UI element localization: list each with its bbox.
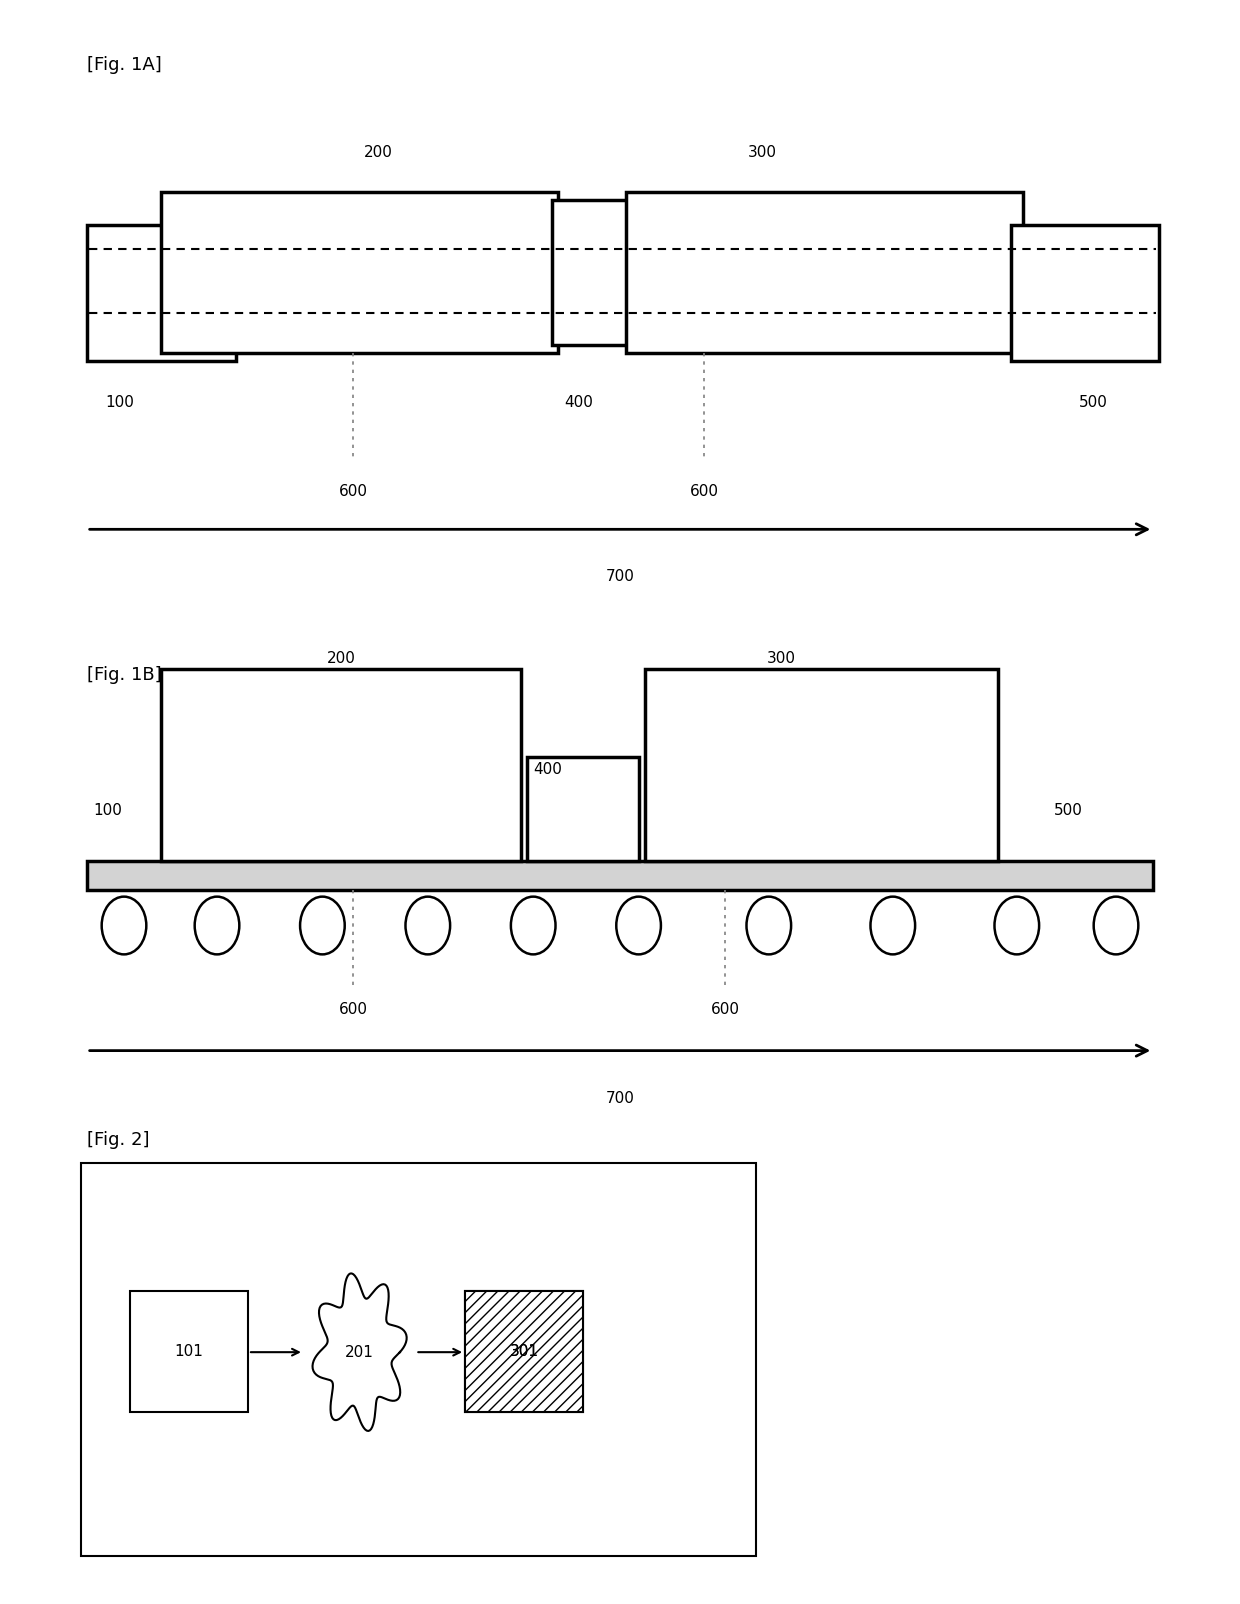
Text: [Fig. 2]: [Fig. 2]	[87, 1131, 149, 1148]
Text: 100: 100	[93, 804, 122, 818]
Text: 400: 400	[533, 762, 562, 778]
Text: 700: 700	[605, 1091, 635, 1105]
Bar	[527, 757, 639, 861]
Text: 301: 301	[510, 1344, 538, 1359]
Bar	[1011, 225, 1159, 361]
Bar	[465, 1291, 583, 1412]
Bar	[465, 1291, 583, 1412]
Bar	[87, 225, 236, 361]
Bar	[130, 1291, 248, 1412]
Text: 101: 101	[175, 1344, 203, 1359]
Text: 600: 600	[711, 1002, 740, 1017]
Text: 600: 600	[339, 484, 368, 499]
Text: 301: 301	[510, 1344, 538, 1359]
Text: 600: 600	[689, 484, 719, 499]
Bar	[87, 861, 1153, 890]
Bar	[161, 192, 558, 353]
Text: 300: 300	[766, 651, 796, 666]
Text: 300: 300	[748, 146, 777, 160]
Bar	[161, 669, 521, 861]
Text: [Fig. 1A]: [Fig. 1A]	[87, 56, 161, 74]
Text: 201: 201	[345, 1344, 374, 1360]
Text: 100: 100	[105, 395, 134, 409]
Text: 200: 200	[363, 146, 393, 160]
Text: 700: 700	[605, 569, 635, 584]
Text: 200: 200	[326, 651, 356, 666]
Text: 500: 500	[1079, 395, 1107, 409]
Bar	[645, 669, 998, 861]
Bar	[552, 200, 639, 345]
Text: 600: 600	[339, 1002, 368, 1017]
Bar	[626, 192, 1023, 353]
Text: 500: 500	[1054, 804, 1083, 818]
Text: [Fig. 1B]: [Fig. 1B]	[87, 666, 161, 683]
Text: 400: 400	[564, 395, 593, 409]
Bar	[81, 1163, 756, 1556]
